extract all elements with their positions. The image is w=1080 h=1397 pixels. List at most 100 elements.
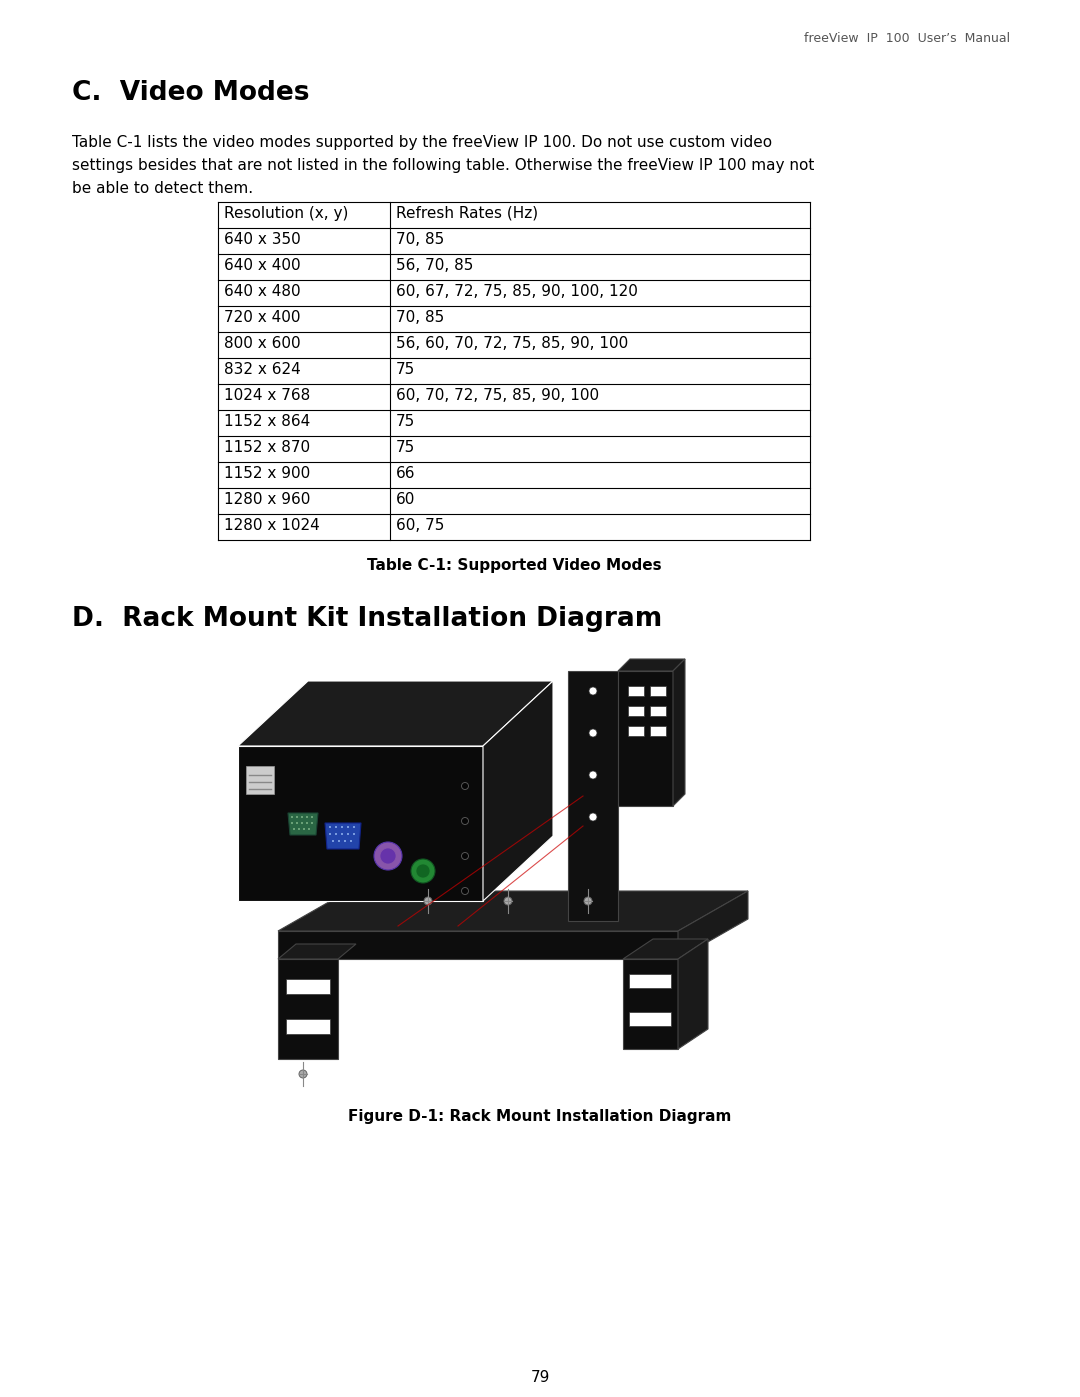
Circle shape: [350, 840, 352, 842]
Text: 1280 x 1024: 1280 x 1024: [224, 518, 320, 534]
Circle shape: [301, 816, 302, 817]
Circle shape: [589, 771, 597, 780]
Circle shape: [461, 852, 469, 859]
Circle shape: [329, 833, 330, 835]
Circle shape: [341, 833, 343, 835]
Polygon shape: [678, 891, 748, 958]
Circle shape: [416, 863, 430, 877]
Circle shape: [380, 848, 396, 863]
Circle shape: [589, 729, 597, 738]
Text: 60, 70, 72, 75, 85, 90, 100: 60, 70, 72, 75, 85, 90, 100: [396, 388, 599, 402]
Circle shape: [298, 828, 300, 830]
Polygon shape: [618, 671, 673, 806]
Text: D.  Rack Mount Kit Installation Diagram: D. Rack Mount Kit Installation Diagram: [72, 606, 662, 631]
Circle shape: [296, 823, 298, 824]
Text: Table C-1: Supported Video Modes: Table C-1: Supported Video Modes: [367, 557, 661, 573]
Text: 60, 75: 60, 75: [396, 518, 444, 534]
Text: 1280 x 960: 1280 x 960: [224, 492, 310, 507]
Text: 800 x 600: 800 x 600: [224, 337, 300, 351]
Text: 75: 75: [396, 362, 415, 377]
Text: 70, 85: 70, 85: [396, 310, 444, 326]
Text: 640 x 400: 640 x 400: [224, 258, 300, 272]
Circle shape: [424, 897, 432, 905]
Circle shape: [461, 782, 469, 789]
Polygon shape: [678, 939, 708, 1049]
Circle shape: [296, 816, 298, 817]
Text: 56, 60, 70, 72, 75, 85, 90, 100: 56, 60, 70, 72, 75, 85, 90, 100: [396, 337, 629, 351]
Circle shape: [308, 828, 310, 830]
Polygon shape: [278, 891, 748, 930]
Circle shape: [307, 823, 308, 824]
Circle shape: [353, 833, 355, 835]
Polygon shape: [278, 944, 356, 958]
Bar: [650, 705, 666, 717]
Polygon shape: [325, 823, 361, 849]
Bar: [629, 1011, 671, 1025]
Text: 60, 67, 72, 75, 85, 90, 100, 120: 60, 67, 72, 75, 85, 90, 100, 120: [396, 284, 638, 299]
Bar: [629, 974, 671, 988]
Circle shape: [411, 859, 435, 883]
Circle shape: [347, 826, 349, 828]
Bar: [286, 1018, 330, 1034]
Text: 60: 60: [396, 492, 416, 507]
Circle shape: [335, 833, 337, 835]
Text: 832 x 624: 832 x 624: [224, 362, 300, 377]
Circle shape: [341, 826, 343, 828]
Bar: [627, 686, 644, 696]
Text: 75: 75: [396, 440, 415, 455]
Polygon shape: [278, 930, 678, 958]
Text: 56, 70, 85: 56, 70, 85: [396, 258, 473, 272]
Circle shape: [589, 813, 597, 821]
Polygon shape: [238, 680, 553, 746]
Polygon shape: [568, 671, 618, 921]
Text: 1152 x 864: 1152 x 864: [224, 414, 310, 429]
Circle shape: [353, 826, 355, 828]
Text: Refresh Rates (Hz): Refresh Rates (Hz): [396, 205, 538, 221]
Bar: [246, 766, 274, 793]
Circle shape: [292, 823, 293, 824]
Circle shape: [335, 826, 337, 828]
Bar: [650, 726, 666, 736]
Circle shape: [345, 840, 346, 842]
Circle shape: [311, 816, 313, 817]
Circle shape: [338, 840, 340, 842]
Text: 1152 x 900: 1152 x 900: [224, 467, 310, 481]
Text: C.  Video Modes: C. Video Modes: [72, 80, 310, 106]
Circle shape: [293, 828, 295, 830]
Polygon shape: [623, 939, 708, 958]
Polygon shape: [623, 958, 678, 1049]
Circle shape: [461, 887, 469, 894]
Circle shape: [584, 897, 592, 905]
Text: 720 x 400: 720 x 400: [224, 310, 300, 326]
Polygon shape: [483, 680, 553, 901]
Circle shape: [299, 1070, 307, 1078]
Circle shape: [461, 817, 469, 824]
Text: be able to detect them.: be able to detect them.: [72, 182, 253, 196]
Polygon shape: [673, 659, 685, 806]
Text: 640 x 350: 640 x 350: [224, 232, 300, 247]
Bar: [650, 686, 666, 696]
Text: 75: 75: [396, 414, 415, 429]
Circle shape: [329, 826, 330, 828]
Polygon shape: [238, 746, 483, 901]
Circle shape: [374, 842, 402, 870]
Circle shape: [292, 816, 293, 817]
Text: 1152 x 870: 1152 x 870: [224, 440, 310, 455]
Circle shape: [504, 897, 512, 905]
Text: 66: 66: [396, 467, 416, 481]
Polygon shape: [278, 958, 338, 1059]
Text: Figure D-1: Rack Mount Installation Diagram: Figure D-1: Rack Mount Installation Diag…: [349, 1109, 731, 1125]
Text: 79: 79: [530, 1370, 550, 1384]
Circle shape: [589, 687, 597, 694]
Text: 70, 85: 70, 85: [396, 232, 444, 247]
Text: 1024 x 768: 1024 x 768: [224, 388, 310, 402]
Text: Table C-1 lists the video modes supported by the freeView IP 100. Do not use cus: Table C-1 lists the video modes supporte…: [72, 136, 772, 149]
Circle shape: [301, 823, 302, 824]
Bar: [627, 705, 644, 717]
Circle shape: [311, 823, 313, 824]
Bar: [286, 979, 330, 995]
Text: settings besides that are not listed in the following table. Otherwise the freeV: settings besides that are not listed in …: [72, 158, 814, 173]
Text: Resolution (x, y): Resolution (x, y): [224, 205, 349, 221]
Text: 640 x 480: 640 x 480: [224, 284, 300, 299]
Polygon shape: [618, 659, 685, 671]
